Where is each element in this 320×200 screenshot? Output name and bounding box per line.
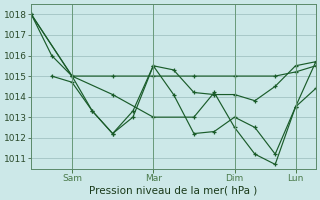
X-axis label: Pression niveau de la mer( hPa ): Pression niveau de la mer( hPa )	[90, 186, 258, 196]
